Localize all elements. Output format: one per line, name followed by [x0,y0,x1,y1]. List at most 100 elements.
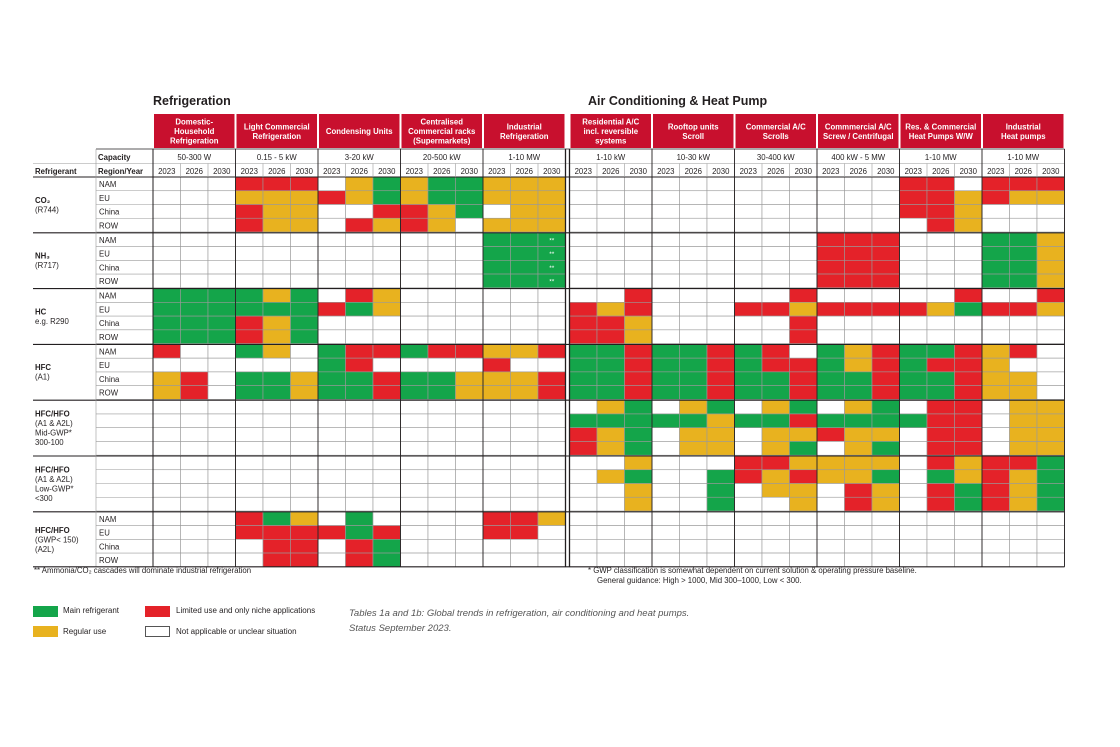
status-cell [1009,385,1038,400]
status-cell [455,455,484,471]
status-cell [482,538,511,554]
status-cell [482,190,511,205]
refrigerant-label: HC [35,307,47,316]
status-cell [624,511,653,526]
status-cell [180,511,209,526]
cascade-note: ** [549,279,555,286]
status-cell [761,329,790,344]
status-cell [180,357,209,373]
status-cell [624,496,653,512]
status-cell [926,483,955,498]
region-label: EU [99,529,110,538]
status-cell [679,511,708,526]
status-cell [180,232,209,247]
status-cell [207,552,236,568]
status-cell [152,315,181,331]
status-cell [569,469,598,484]
status-cell [679,176,708,192]
status-cell [844,176,873,192]
status-cell [1009,413,1038,429]
status-cell [789,413,818,429]
status-cell [207,246,236,261]
status-cell [1009,302,1038,317]
status-cell [734,302,763,317]
status-cell [180,455,209,471]
status-cell [510,427,539,442]
status-cell [317,302,346,317]
status-cell [537,511,566,526]
status-cell [427,552,456,568]
status-cell [455,469,484,484]
status-cell [706,357,735,373]
status-cell [1036,413,1065,429]
status-cell [262,413,291,429]
status-cell [537,399,566,415]
status-cell [427,259,456,275]
capacity-value: 10-30 kW [677,153,711,162]
status-cell [400,329,429,344]
status-cell [290,288,319,303]
status-cell [207,455,236,471]
status-cell [899,176,928,192]
status-cell [400,259,429,275]
status-cell [651,217,680,233]
status-cell [1036,176,1065,192]
status-cell [180,344,209,359]
status-cell [262,176,291,192]
status-cell [510,302,539,317]
status-cell [624,399,653,415]
status-cell [207,329,236,344]
capacity-value: 50-300 W [177,153,211,162]
status-cell [427,190,456,205]
status-cell [789,302,818,317]
status-cell [816,552,845,568]
group-header [484,114,565,148]
group-header [401,114,482,148]
status-cell [317,399,346,415]
capacity-value: 30-400 kW [757,153,795,162]
status-cell [679,413,708,429]
refrigerant-label: (A2L) [35,545,54,554]
status-cell [706,246,735,261]
status-cell [427,399,456,415]
refrigerant-label: HFC/HFO [35,409,70,418]
status-cell [207,483,236,498]
status-cell [596,246,625,261]
status-cell [152,511,181,526]
status-cell [706,232,735,247]
status-cell [317,469,346,484]
status-cell [871,469,900,484]
year-label: 2026 [850,167,867,176]
region-label: ROW [99,277,119,286]
status-cell [624,385,653,400]
status-cell [262,525,291,540]
status-cell [734,315,763,331]
status-cell [1009,371,1038,386]
status-cell [624,315,653,331]
status-cell [679,302,708,317]
status-cell [981,552,1010,568]
status-cell [235,329,264,344]
status-cell [816,246,845,261]
status-cell [706,288,735,303]
status-cell [651,273,680,289]
status-cell [596,273,625,289]
group-header-label: systems [595,137,627,146]
status-cell [317,538,346,554]
status-cell [317,344,346,359]
status-cell [372,511,401,526]
status-cell [1036,357,1065,373]
status-cell [926,344,955,359]
status-cell [372,427,401,442]
status-cell [345,344,374,359]
status-cell [706,329,735,344]
status-cell [482,176,511,192]
status-cell [537,190,566,205]
status-cell [816,232,845,247]
status-cell [290,525,319,540]
status-cell [1009,441,1038,456]
status-cell [290,329,319,344]
year-label: 2023 [406,167,423,176]
status-cell [1009,204,1038,219]
status-cell [455,399,484,415]
